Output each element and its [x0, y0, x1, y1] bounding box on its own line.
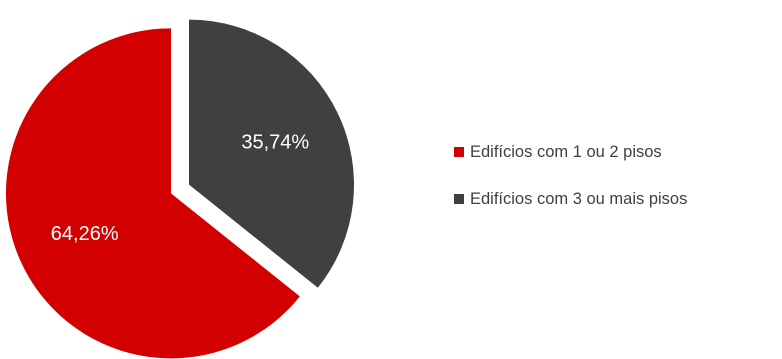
legend-swatch-gray	[454, 194, 464, 204]
legend-label: Edifícios com 3 ou mais pisos	[470, 189, 688, 208]
data-label: 64,26%	[51, 223, 119, 245]
legend: Edifícios com 1 ou 2 pisos Edifícios com…	[454, 140, 687, 234]
pie-slice-1-2-floors	[5, 28, 300, 359]
legend-item-1-2-floors: Edifícios com 1 ou 2 pisos	[454, 140, 687, 164]
legend-item-3-plus-floors: Edifícios com 3 ou mais pisos	[454, 187, 687, 211]
pie-slice-3-plus-floors	[189, 19, 355, 288]
legend-swatch-red	[454, 147, 464, 157]
legend-label: Edifícios com 1 ou 2 pisos	[470, 142, 662, 161]
data-label: 35,74%	[241, 131, 309, 153]
